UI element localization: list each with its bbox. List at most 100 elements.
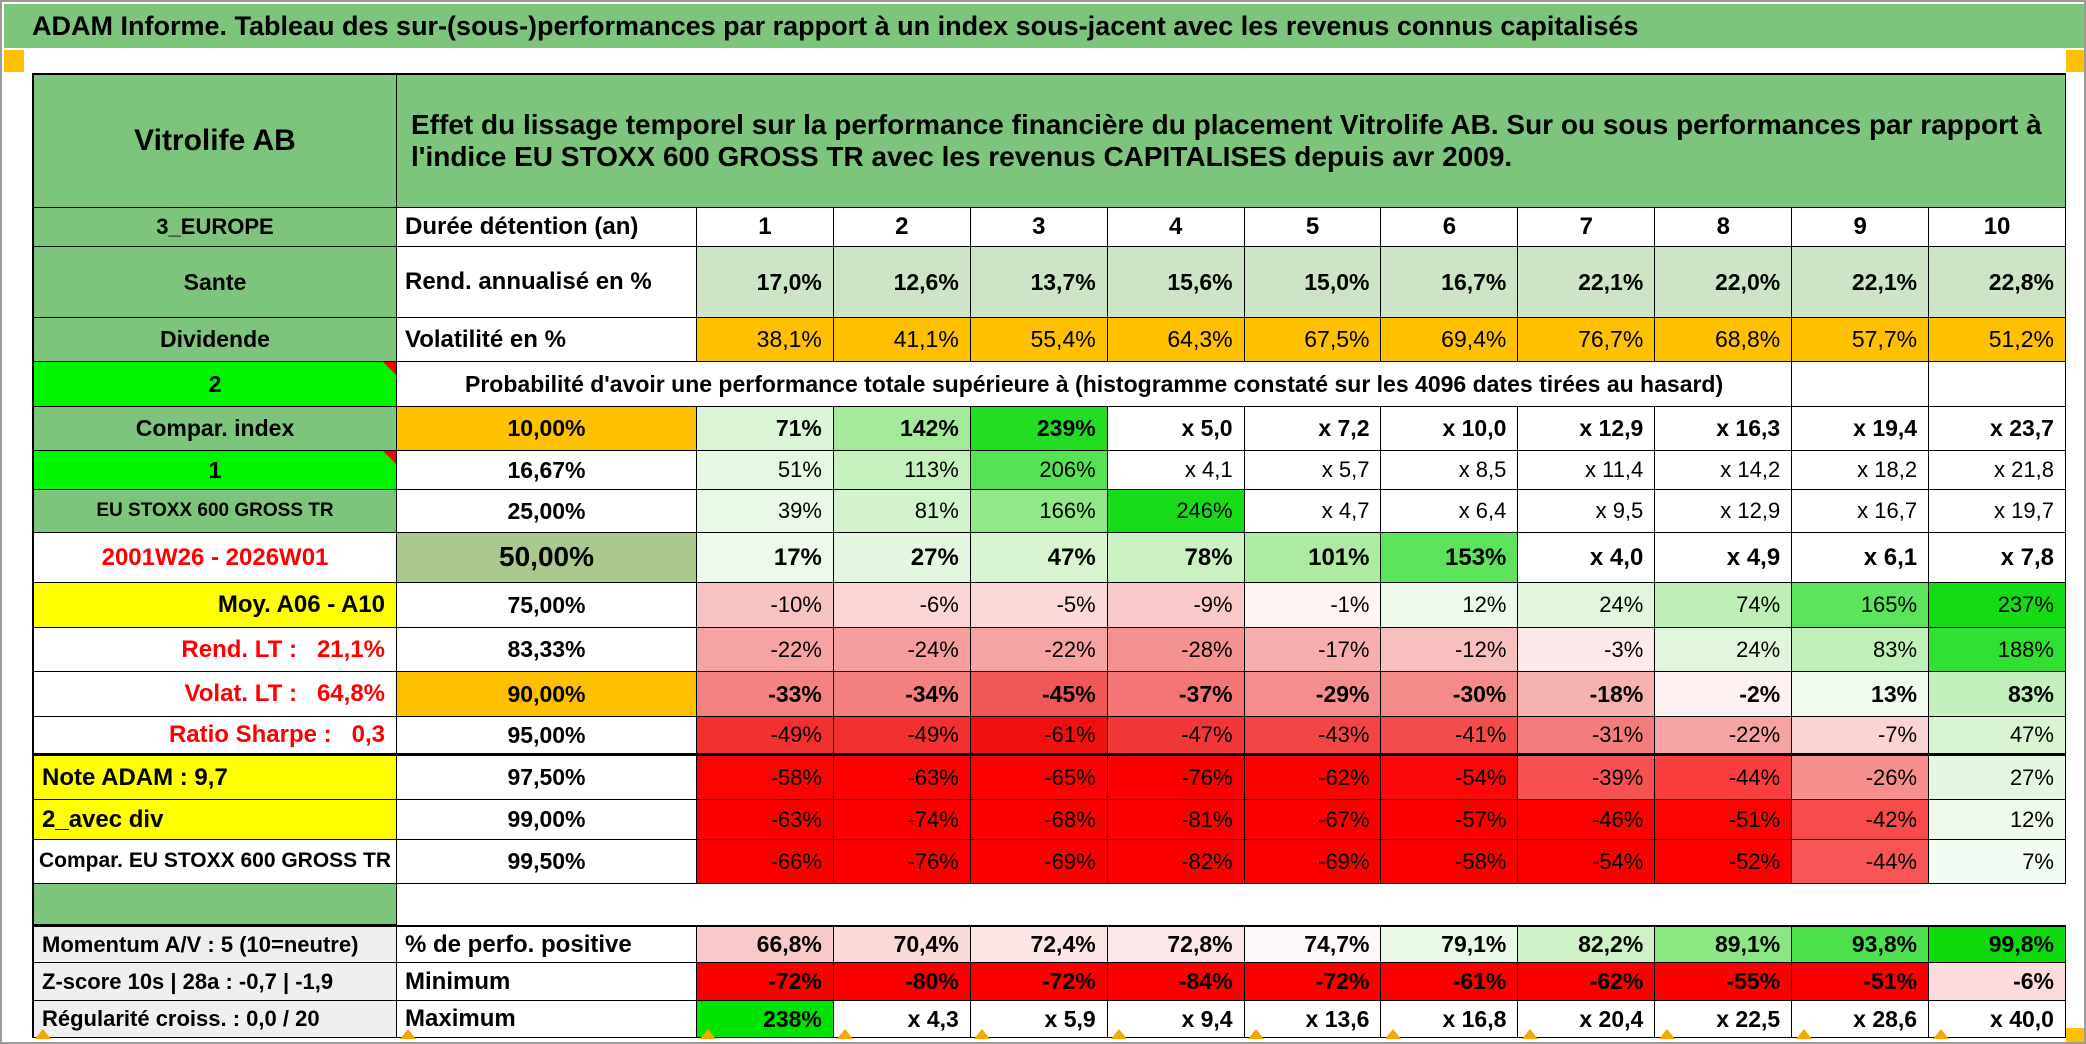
data-cell[interactable]: -31% — [1518, 717, 1656, 756]
data-cell[interactable]: 47% — [1929, 717, 2066, 756]
scenario-cell[interactable]: Rend. annualisé en % — [397, 247, 697, 318]
data-cell[interactable]: -69% — [1244, 840, 1382, 884]
data-cell[interactable]: -58% — [1381, 840, 1519, 884]
data-cell[interactable]: x 16,3 — [1655, 407, 1793, 451]
row-label-cell[interactable]: Volat. LT : 64,8% — [32, 672, 397, 717]
data-cell[interactable]: -57% — [1381, 800, 1519, 840]
scenario-cell[interactable]: 16,67% — [397, 451, 697, 490]
data-cell[interactable]: 4 — [1107, 208, 1245, 247]
data-cell[interactable]: 79,1% — [1381, 925, 1519, 963]
data-cell[interactable]: 83% — [1792, 628, 1930, 672]
row-label-cell[interactable]: 2_avec div — [32, 800, 397, 840]
data-cell[interactable]: -34% — [833, 672, 971, 717]
data-cell[interactable]: -17% — [1244, 628, 1382, 672]
data-cell[interactable]: 55,4% — [970, 318, 1108, 362]
data-cell[interactable]: -54% — [1381, 756, 1519, 800]
data-cell[interactable]: x 7,2 — [1244, 407, 1382, 451]
data-cell[interactable]: x 8,5 — [1381, 451, 1519, 490]
data-cell[interactable]: -84% — [1107, 963, 1245, 1001]
data-cell[interactable]: 57,7% — [1792, 318, 1930, 362]
data-cell[interactable]: 2 — [833, 208, 971, 247]
data-cell[interactable]: 67,5% — [1244, 318, 1382, 362]
scenario-cell[interactable]: 99,50% — [397, 840, 697, 884]
data-cell[interactable]: 24% — [1518, 583, 1656, 628]
data-cell[interactable]: x 4,3 — [833, 1001, 971, 1038]
data-cell[interactable]: -30% — [1381, 672, 1519, 717]
row-label-cell[interactable]: Ratio Sharpe : 0,3 — [32, 717, 397, 756]
data-cell[interactable]: 246% — [1107, 490, 1245, 533]
scenario-cell[interactable]: 75,00% — [397, 583, 697, 628]
row-label-cell[interactable]: Rend. LT : 21,1% — [32, 628, 397, 672]
data-cell[interactable]: -2% — [1655, 672, 1793, 717]
row-label-cell[interactable]: 3_EUROPE — [32, 208, 397, 247]
data-cell[interactable]: 72,8% — [1107, 925, 1245, 963]
data-cell[interactable]: 72,4% — [970, 925, 1108, 963]
data-cell[interactable]: -74% — [833, 800, 971, 840]
data-cell[interactable]: x 11,4 — [1518, 451, 1656, 490]
data-cell[interactable]: -45% — [970, 672, 1108, 717]
data-cell[interactable]: 9 — [1792, 208, 1930, 247]
data-cell[interactable]: 27% — [1929, 756, 2066, 800]
data-cell[interactable]: 71% — [697, 407, 834, 451]
data-cell[interactable]: -44% — [1655, 756, 1793, 800]
data-cell[interactable]: 89,1% — [1655, 925, 1793, 963]
data-cell[interactable]: x 18,2 — [1792, 451, 1930, 490]
data-cell[interactable]: -22% — [1655, 717, 1793, 756]
separator-cell[interactable] — [32, 884, 397, 925]
data-cell[interactable]: 74% — [1655, 583, 1793, 628]
scenario-cell[interactable]: 10,00% — [397, 407, 697, 451]
data-cell[interactable]: 15,0% — [1244, 247, 1382, 318]
data-cell[interactable]: 17% — [697, 533, 834, 583]
data-cell[interactable]: 153% — [1381, 533, 1519, 583]
data-cell[interactable]: 22,1% — [1792, 247, 1930, 318]
data-cell[interactable]: x 14,2 — [1655, 451, 1793, 490]
data-cell[interactable] — [1929, 362, 2066, 407]
data-cell[interactable]: 99,8% — [1929, 925, 2066, 963]
data-cell[interactable]: -49% — [833, 717, 971, 756]
data-cell[interactable]: -24% — [833, 628, 971, 672]
data-cell[interactable]: 76,7% — [1518, 318, 1656, 362]
data-cell[interactable]: -62% — [1244, 756, 1382, 800]
data-cell[interactable]: x 12,9 — [1655, 490, 1793, 533]
scenario-cell[interactable]: 25,00% — [397, 490, 697, 533]
data-cell[interactable]: 239% — [970, 407, 1108, 451]
separator-blank[interactable] — [397, 884, 2066, 925]
scenario-cell[interactable]: 83,33% — [397, 628, 697, 672]
scenario-cell[interactable]: 90,00% — [397, 672, 697, 717]
data-cell[interactable]: -76% — [1107, 756, 1245, 800]
data-cell[interactable]: -63% — [697, 800, 834, 840]
data-cell[interactable]: 22,0% — [1655, 247, 1793, 318]
data-cell[interactable]: 188% — [1929, 628, 2066, 672]
data-cell[interactable]: x 23,7 — [1929, 407, 2066, 451]
data-cell[interactable]: -41% — [1381, 717, 1519, 756]
data-cell[interactable]: 82,2% — [1518, 925, 1656, 963]
data-cell[interactable]: -49% — [697, 717, 834, 756]
data-cell[interactable]: -66% — [697, 840, 834, 884]
data-cell[interactable]: x 40,0 — [1929, 1001, 2066, 1038]
row-label-cell[interactable]: Z-score 10s | 28a : -0,7 | -1,9 — [32, 963, 397, 1001]
row-label-cell[interactable]: Régularité croiss. : 0,0 / 20 — [32, 1001, 397, 1038]
data-cell[interactable]: -65% — [970, 756, 1108, 800]
data-cell[interactable]: x 16,8 — [1381, 1001, 1519, 1038]
data-cell[interactable]: x 28,6 — [1792, 1001, 1930, 1038]
row-label-cell[interactable]: 2 — [32, 362, 397, 407]
data-cell[interactable]: -22% — [697, 628, 834, 672]
data-cell[interactable]: 51,2% — [1929, 318, 2066, 362]
data-cell[interactable]: 74,7% — [1244, 925, 1382, 963]
data-cell[interactable]: 47% — [970, 533, 1108, 583]
data-cell[interactable]: x 10,0 — [1381, 407, 1519, 451]
data-cell[interactable]: 13,7% — [970, 247, 1108, 318]
data-cell[interactable]: 38,1% — [697, 318, 834, 362]
data-cell[interactable]: -6% — [1929, 963, 2066, 1001]
row-label-cell[interactable]: Momentum A/V : 5 (10=neutre) — [32, 925, 397, 963]
row-label-cell[interactable]: 1 — [32, 451, 397, 490]
data-cell[interactable]: x 4,1 — [1107, 451, 1245, 490]
data-cell[interactable]: 83% — [1929, 672, 2066, 717]
data-cell[interactable]: -42% — [1792, 800, 1930, 840]
data-cell[interactable]: 51% — [697, 451, 834, 490]
data-cell[interactable]: x 4,7 — [1244, 490, 1382, 533]
data-cell[interactable]: 238% — [697, 1001, 834, 1038]
data-cell[interactable]: -43% — [1244, 717, 1382, 756]
data-cell[interactable]: x 4,0 — [1518, 533, 1656, 583]
data-cell[interactable]: -1% — [1244, 583, 1382, 628]
